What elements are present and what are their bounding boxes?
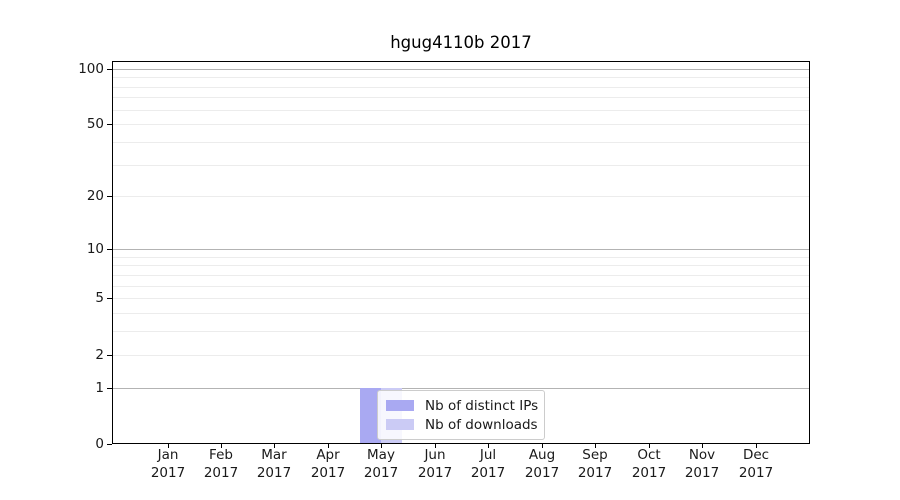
minor-gridline (113, 87, 809, 88)
y-axis-tick (107, 388, 112, 389)
legend-swatch-icon (386, 400, 414, 411)
minor-gridline (113, 142, 809, 143)
y-axis-tick-label: 2 (95, 347, 104, 363)
plot-area (112, 61, 810, 444)
x-axis-tick (488, 444, 489, 448)
x-axis-tick-label: Dec 2017 (738, 447, 774, 481)
y-axis-tick-label: 5 (95, 290, 104, 306)
minor-gridline (113, 286, 809, 287)
legend: Nb of distinct IPs Nb of downloads (377, 390, 545, 440)
legend-item: Nb of distinct IPs (386, 396, 539, 415)
x-axis-tick-label: Aug 2017 (524, 447, 560, 481)
minor-gridline (113, 265, 809, 266)
x-axis-tick-label: Oct 2017 (631, 447, 667, 481)
x-axis-tick-label: Mar 2017 (256, 447, 292, 481)
legend-label: Nb of distinct IPs (425, 397, 539, 414)
x-axis-tick-label: Jan 2017 (150, 447, 186, 481)
x-axis-tick-label: May 2017 (363, 447, 399, 481)
x-axis-tick (381, 444, 382, 448)
minor-gridline (113, 110, 809, 111)
y-axis-tick (107, 298, 112, 299)
y-axis-tick (107, 69, 112, 70)
y-axis-tick-label: 10 (86, 241, 104, 257)
y-axis-tick (107, 444, 112, 445)
y-axis-tick-label: 0 (95, 436, 104, 452)
y-axis-tick-label: 100 (78, 61, 104, 77)
legend-label: Nb of downloads (425, 416, 538, 433)
minor-gridline (113, 165, 809, 166)
y-axis-tick (107, 355, 112, 356)
minor-gridline (113, 196, 809, 197)
minor-gridline (113, 124, 809, 125)
x-axis-tick (274, 444, 275, 448)
minor-gridline (113, 331, 809, 332)
major-gridline (113, 69, 809, 70)
minor-gridline (113, 355, 809, 356)
bar-distinct-ips (360, 388, 381, 443)
y-axis-tick (107, 124, 112, 125)
x-axis-tick (649, 444, 650, 448)
x-axis-tick (542, 444, 543, 448)
legend-item: Nb of downloads (386, 415, 538, 434)
minor-gridline (113, 97, 809, 98)
x-axis-tick (328, 444, 329, 448)
y-axis-tick-label: 1 (95, 380, 104, 396)
x-axis-tick (435, 444, 436, 448)
x-axis-tick (168, 444, 169, 448)
major-gridline (113, 249, 809, 250)
y-axis-tick-label: 50 (86, 116, 104, 132)
major-gridline (113, 388, 809, 389)
x-axis-tick (756, 444, 757, 448)
minor-gridline (113, 313, 809, 314)
minor-gridline (113, 298, 809, 299)
x-axis-tick-label: Feb 2017 (203, 447, 239, 481)
y-axis-tick (107, 249, 112, 250)
minor-gridline (113, 275, 809, 276)
y-axis-tick (107, 196, 112, 197)
legend-swatch-icon (386, 419, 414, 430)
minor-gridline (113, 257, 809, 258)
x-axis-tick (221, 444, 222, 448)
x-axis-tick-label: Jul 2017 (470, 447, 506, 481)
minor-gridline (113, 77, 809, 78)
x-axis-tick (702, 444, 703, 448)
x-axis-tick (595, 444, 596, 448)
x-axis-tick-label: Apr 2017 (310, 447, 346, 481)
chart-title: hgug4110b 2017 (390, 33, 532, 52)
x-axis-tick-label: Sep 2017 (577, 447, 613, 481)
y-axis-tick-label: 20 (86, 188, 104, 204)
x-axis-tick-label: Nov 2017 (684, 447, 720, 481)
x-axis-tick-label: Jun 2017 (417, 447, 453, 481)
